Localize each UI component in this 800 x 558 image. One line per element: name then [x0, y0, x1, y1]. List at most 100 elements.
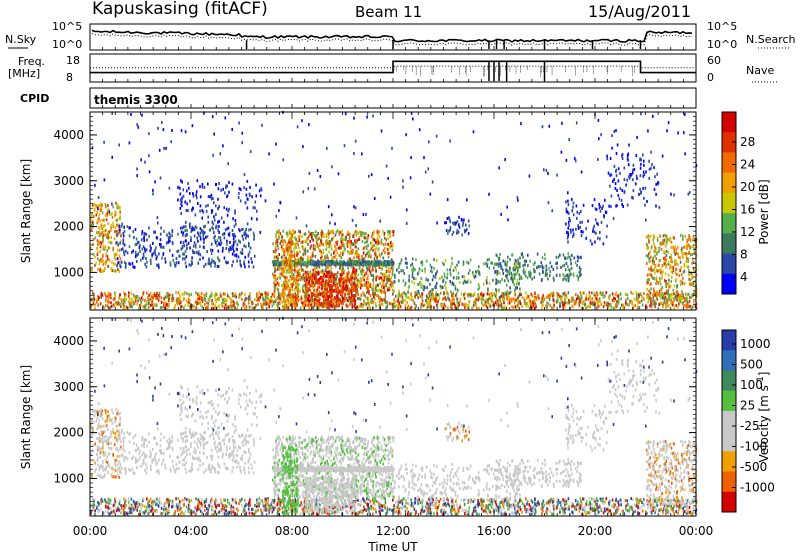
power-cell — [101, 219, 103, 222]
power-cell — [671, 270, 673, 273]
power-cell — [176, 250, 178, 253]
power-cell — [603, 305, 605, 308]
power-cell — [486, 282, 488, 285]
power-cell — [114, 230, 116, 233]
power-cell — [325, 242, 327, 245]
power-cell — [678, 303, 680, 306]
nave-label: Nave — [746, 64, 774, 77]
power-cell — [94, 303, 96, 306]
power-cell — [168, 236, 170, 239]
power-cell — [488, 303, 490, 306]
power-cell — [451, 299, 453, 302]
power-cell — [278, 297, 280, 300]
beam-title: Beam 11 — [355, 3, 422, 21]
power-cell — [195, 213, 197, 216]
power-cell — [453, 298, 455, 301]
power-cell — [257, 297, 259, 300]
power-cell — [680, 280, 682, 283]
power-cell — [217, 207, 219, 210]
power-cell — [406, 262, 408, 265]
power-cell — [335, 247, 337, 250]
power-cell — [585, 303, 587, 306]
power-cell — [146, 239, 148, 242]
power-cell — [155, 253, 157, 256]
power-cell — [570, 262, 572, 265]
power-cell — [340, 300, 342, 303]
power-cell — [180, 199, 182, 202]
power-cell — [213, 307, 215, 310]
power-cell — [333, 232, 335, 235]
power-cell — [389, 252, 391, 255]
power-cell — [387, 248, 389, 251]
power-cell — [327, 301, 329, 304]
power-cell — [470, 281, 472, 284]
power-cell — [601, 221, 603, 224]
power-cell — [646, 200, 648, 203]
power-cell — [299, 235, 301, 238]
power-cell — [692, 277, 694, 280]
power-cell — [325, 304, 327, 307]
power-cell — [496, 254, 498, 257]
power-cell — [385, 295, 387, 298]
power-cell — [262, 296, 264, 299]
power-cell — [226, 307, 228, 310]
power-cell — [507, 270, 509, 273]
power-cell — [574, 257, 576, 260]
power-cell — [200, 296, 202, 299]
power-cell — [231, 304, 233, 307]
count-tick-low: 10^0 — [52, 38, 82, 51]
power-cell — [273, 276, 275, 279]
power-cell — [251, 195, 253, 198]
power-cell — [247, 222, 249, 225]
power-cell — [231, 264, 233, 267]
power-cell — [212, 249, 214, 252]
power-cell — [117, 268, 119, 271]
power-cell — [652, 303, 654, 306]
power-cell — [385, 283, 387, 286]
power-cell — [128, 291, 130, 294]
power-cell — [676, 290, 678, 293]
power-cell — [649, 294, 651, 297]
power-cell — [514, 302, 516, 305]
power-cell — [546, 268, 548, 271]
power-cell — [559, 295, 561, 298]
power-cell — [369, 253, 371, 256]
power-cell — [433, 306, 435, 309]
power-cell — [594, 292, 596, 295]
power-cell — [664, 262, 666, 265]
power-cell — [138, 253, 140, 256]
power-cell — [175, 291, 177, 294]
power-cell — [102, 294, 104, 297]
power-cell — [131, 292, 133, 295]
power-cell — [169, 249, 171, 252]
power-cell — [188, 293, 190, 296]
power-cell — [427, 303, 429, 306]
power-cell — [136, 260, 138, 263]
power-cell — [365, 254, 367, 257]
power-cell — [333, 281, 335, 284]
power-cell — [573, 233, 575, 236]
power-cell — [225, 116, 227, 119]
power-cell — [684, 263, 686, 266]
power-cell — [320, 257, 322, 260]
power-cell — [387, 243, 389, 246]
power-cell — [358, 256, 360, 259]
power-cell — [249, 306, 251, 309]
power-cell — [128, 301, 130, 304]
power-cell — [236, 255, 238, 258]
power-cell — [572, 206, 574, 209]
power-cell — [245, 245, 247, 248]
power-cell — [219, 305, 221, 308]
power-cell — [203, 231, 205, 234]
power-cell — [500, 264, 502, 267]
power-cell — [639, 301, 641, 304]
power-cell — [336, 304, 338, 307]
power-cell — [119, 293, 121, 296]
power-cell — [378, 249, 380, 252]
power-cell — [129, 234, 131, 237]
power-cell — [294, 236, 296, 239]
power-cell — [268, 298, 270, 301]
power-cell — [265, 296, 267, 299]
power-cell — [566, 231, 568, 234]
power-cell — [185, 229, 187, 232]
